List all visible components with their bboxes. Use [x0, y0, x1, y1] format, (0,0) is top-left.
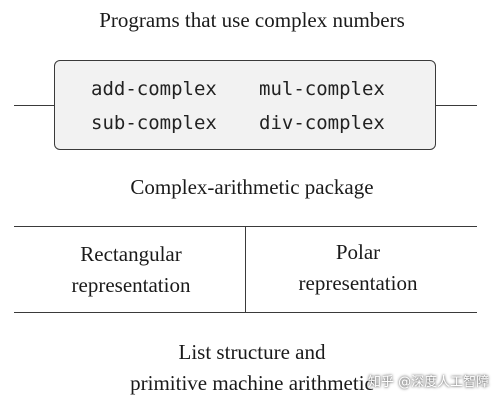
- polar-line-1: Polar: [335, 240, 381, 264]
- complex-operations-box: add-complex mul-complex sub-complex div-…: [54, 60, 436, 150]
- procedure-sub-complex: sub-complex: [91, 112, 217, 134]
- layer-label-package: Complex-arithmetic package: [130, 175, 374, 199]
- rectangular-representation-label: Rectangular representation: [30, 239, 232, 301]
- layer-title-programs: Programs that use complex numbers: [99, 8, 405, 32]
- bottom-line-1: List structure and: [178, 340, 326, 364]
- watermark-text: 知乎 @深度人工智障: [368, 375, 490, 390]
- rectangular-line-1: Rectangular: [80, 242, 182, 266]
- bottom-line-2: primitive machine arithmetic: [130, 371, 374, 395]
- procedure-mul-complex: mul-complex: [259, 78, 385, 100]
- polar-representation-label: Polar representation: [262, 237, 454, 299]
- layer-label-list-structure: List structure and primitive machine ari…: [0, 337, 504, 399]
- procedure-add-complex: add-complex: [91, 78, 217, 100]
- barrier-line-left: [14, 105, 54, 106]
- barrier-line-lower: [14, 312, 477, 313]
- procedure-div-complex: div-complex: [259, 112, 385, 134]
- rectangular-line-2: representation: [71, 273, 191, 297]
- barrier-line-right: [436, 105, 477, 106]
- representation-divider: [245, 226, 246, 312]
- polar-line-2: representation: [298, 271, 418, 295]
